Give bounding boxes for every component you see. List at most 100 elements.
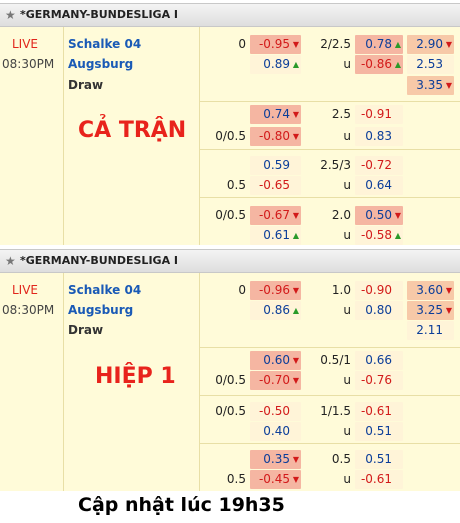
star-icon[interactable]: ★ — [5, 254, 16, 268]
odds-cell[interactable]: 0.60 ▼ — [250, 351, 301, 370]
arrow-down-icon: ▼ — [292, 376, 299, 385]
arrow-down-icon: ▼ — [292, 475, 299, 484]
odds-cell[interactable]: -0.90 — [355, 281, 403, 300]
odds-cell[interactable]: 0.35 ▼ — [250, 450, 301, 469]
live-status: LIVE — [12, 37, 39, 51]
arrow-up-icon: ▲ — [292, 306, 299, 315]
odds-cell[interactable]: -0.91 — [355, 105, 403, 124]
handicap-line: 0 — [238, 37, 246, 51]
arrow-down-icon: ▼ — [292, 110, 299, 119]
match-time: 08:30PM — [2, 57, 55, 71]
arrow-down-icon: ▼ — [445, 81, 452, 90]
odds-cell[interactable]: 2.53 — [407, 55, 454, 74]
odds-cell[interactable]: -0.76 — [355, 371, 403, 390]
odds-cell[interactable]: -0.45 ▼ — [250, 470, 301, 489]
odds-cell[interactable]: 2.11 — [407, 321, 454, 340]
arrow-down-icon: ▼ — [445, 286, 452, 295]
odds-cell[interactable]: 3.25 ▼ — [407, 301, 454, 320]
total-line: 2.0 — [331, 208, 351, 222]
league-name: *GERMANY-BUNDESLIGA I — [20, 8, 179, 21]
total-line: u — [343, 303, 351, 317]
odds-cell[interactable]: 0.40 — [250, 422, 301, 441]
away-team[interactable]: Augsburg — [68, 303, 134, 317]
odds-cell[interactable]: -0.80 ▼ — [250, 127, 301, 146]
odds-cell[interactable]: 0.83 — [355, 127, 403, 146]
odds-cell[interactable]: 0.78 ▲ — [355, 35, 403, 54]
odds-cell[interactable]: -0.95 ▼ — [250, 35, 301, 54]
odds-cell[interactable]: 0.80 — [355, 301, 403, 320]
odds-cell[interactable]: 3.35 ▼ — [407, 76, 454, 95]
match-time: 08:30PM — [2, 303, 55, 317]
match-section-fulltime: ★ *GERMANY-BUNDESLIGA I LIVE 08:30PM Sch… — [0, 3, 460, 245]
arrow-up-icon: ▲ — [394, 40, 401, 49]
odds-cell[interactable]: -0.58 ▲ — [355, 226, 403, 245]
odds-cell[interactable]: 0.50 ▼ — [355, 206, 403, 225]
odds-cell[interactable]: -0.61 — [355, 402, 403, 421]
arrow-down-icon: ▼ — [292, 356, 299, 365]
arrow-up-icon: ▲ — [292, 60, 299, 69]
arrow-down-icon: ▼ — [394, 211, 401, 220]
handicap-line: 0/0.5 — [215, 404, 246, 418]
total-line: u — [343, 57, 351, 71]
total-line: 1/1.5 — [320, 404, 351, 418]
arrow-down-icon: ▼ — [445, 306, 452, 315]
odds-cell[interactable]: -0.70 ▼ — [250, 371, 301, 390]
arrow-up-icon: ▲ — [394, 231, 401, 240]
odds-cell[interactable]: -0.96 ▼ — [250, 281, 301, 300]
odds-cell[interactable]: 0.61 ▲ — [250, 226, 301, 245]
odds-cell[interactable]: 0.74 ▼ — [250, 105, 301, 124]
odds-cell[interactable]: -0.50 — [250, 402, 301, 421]
odds-cell[interactable]: -0.72 — [355, 156, 403, 175]
odds-cell[interactable]: 0.51 — [355, 450, 403, 469]
odds-cell[interactable]: -0.65 — [250, 176, 301, 195]
odds-cell[interactable]: -0.86 ▲ — [355, 55, 403, 74]
total-line: 1.0 — [331, 283, 351, 297]
arrow-down-icon: ▼ — [292, 211, 299, 220]
away-team[interactable]: Augsburg — [68, 57, 134, 71]
league-header[interactable]: ★ *GERMANY-BUNDESLIGA I — [0, 3, 460, 27]
handicap-line: 0/0.5 — [215, 373, 246, 387]
total-line: 0.5/1 — [320, 353, 351, 367]
handicap-line: 0 — [238, 283, 246, 297]
total-line: u — [343, 373, 351, 387]
odds-cell[interactable]: 3.60 ▼ — [407, 281, 454, 300]
total-line: u — [343, 424, 351, 438]
handicap-line: 0/0.5 — [215, 129, 246, 143]
odds-cell[interactable]: 0.86 ▲ — [250, 301, 301, 320]
period-label: HIỆP 1 — [95, 364, 176, 389]
league-header[interactable]: ★ *GERMANY-BUNDESLIGA I — [0, 249, 460, 273]
handicap-line: 0/0.5 — [215, 208, 246, 222]
star-icon[interactable]: ★ — [5, 8, 16, 22]
arrow-down-icon: ▼ — [292, 286, 299, 295]
home-team[interactable]: Schalke 04 — [68, 37, 142, 51]
live-status: LIVE — [12, 283, 39, 297]
odds-cell[interactable]: 0.66 — [355, 351, 403, 370]
league-name: *GERMANY-BUNDESLIGA I — [20, 254, 179, 267]
odds-cell[interactable]: 2.90 ▼ — [407, 35, 454, 54]
handicap-line: 0.5 — [226, 472, 246, 486]
odds-cell[interactable]: 0.59 — [250, 156, 301, 175]
arrow-down-icon: ▼ — [292, 132, 299, 141]
odds-cell[interactable]: 0.89 ▲ — [250, 55, 301, 74]
draw-label: Draw — [68, 78, 104, 92]
total-line: 2/2.5 — [320, 37, 351, 51]
total-line: 2.5 — [331, 107, 351, 121]
total-line: 2.5/3 — [320, 158, 351, 172]
odds-cell[interactable]: -0.67 ▼ — [250, 206, 301, 225]
total-line: u — [343, 178, 351, 192]
total-line: 0.5 — [331, 452, 351, 466]
total-line: u — [343, 472, 351, 486]
total-line: u — [343, 228, 351, 242]
odds-cell[interactable]: 0.51 — [355, 422, 403, 441]
update-time-caption: Cập nhật lúc 19h35 — [78, 494, 285, 516]
total-line: u — [343, 129, 351, 143]
arrow-down-icon: ▼ — [292, 40, 299, 49]
odds-cell[interactable]: 0.64 — [355, 176, 403, 195]
match-section-halftime: ★ *GERMANY-BUNDESLIGA I LIVE 08:30PM Sch… — [0, 249, 460, 491]
arrow-down-icon: ▼ — [292, 455, 299, 464]
draw-label: Draw — [68, 323, 104, 337]
home-team[interactable]: Schalke 04 — [68, 283, 142, 297]
odds-cell[interactable]: -0.61 — [355, 470, 403, 489]
handicap-line: 0.5 — [226, 178, 246, 192]
arrow-up-icon: ▲ — [292, 231, 299, 240]
